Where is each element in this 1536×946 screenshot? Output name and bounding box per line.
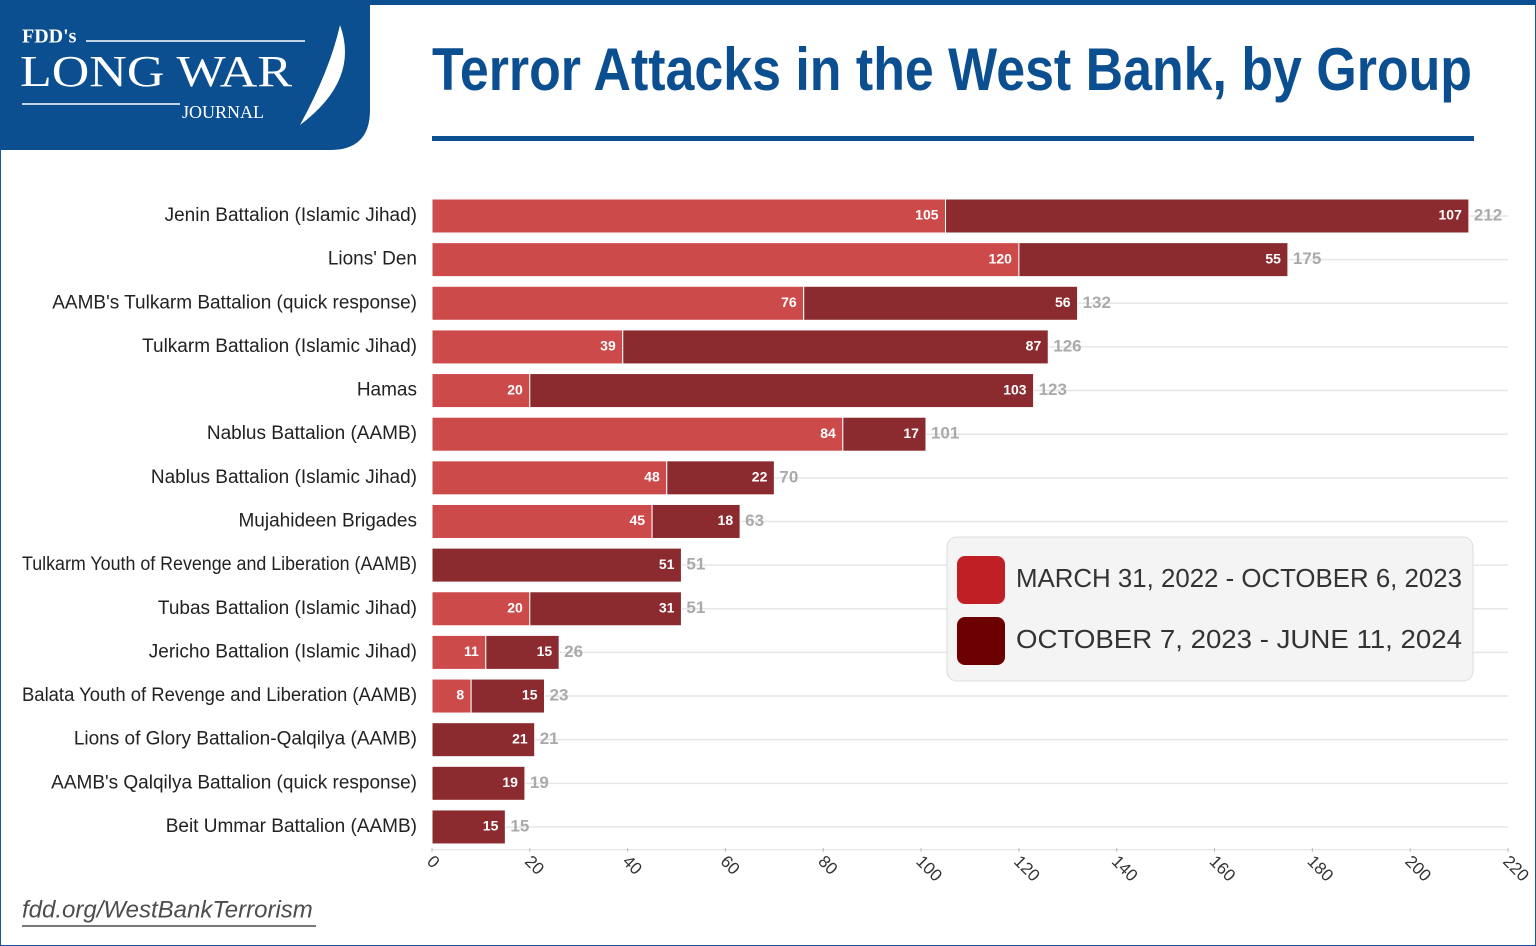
bar-segment bbox=[431, 198, 947, 234]
logo-top: FDD's bbox=[22, 26, 77, 48]
bar-segment bbox=[431, 285, 805, 321]
segment-label: 19 bbox=[502, 774, 518, 790]
logo-flame bbox=[300, 25, 345, 125]
total-label: 212 bbox=[1474, 205, 1502, 224]
total-label: 21 bbox=[540, 729, 559, 748]
bar-segment bbox=[485, 634, 560, 670]
total-label: 15 bbox=[510, 816, 529, 835]
segment-label: 8 bbox=[456, 687, 464, 703]
category-label: Nablus Battalion (AAMB) bbox=[207, 423, 417, 444]
total-label: 63 bbox=[745, 511, 764, 530]
top-bar bbox=[0, 0, 1536, 5]
bar-segment bbox=[431, 765, 526, 801]
category-label: AAMB's Tulkarm Battalion (quick response… bbox=[52, 292, 417, 313]
segment-label: 48 bbox=[644, 469, 660, 485]
category-label: Lions of Glory Battalion-Qalqilya (AAMB) bbox=[74, 729, 417, 750]
total-label: 26 bbox=[564, 642, 583, 661]
category-label: Nablus Battalion (Islamic Jihad) bbox=[151, 467, 417, 488]
bar-segment bbox=[622, 329, 1049, 365]
category-label: Jericho Battalion (Islamic Jihad) bbox=[149, 641, 417, 662]
segment-label: 18 bbox=[718, 512, 734, 528]
segment-label: 45 bbox=[630, 512, 646, 528]
bar-segment bbox=[842, 416, 927, 452]
total-label: 175 bbox=[1293, 249, 1321, 268]
bar-segment bbox=[431, 678, 472, 714]
logo-bg bbox=[0, 0, 370, 150]
legend-label: MARCH 31, 2022 - OCTOBER 6, 2023 bbox=[1016, 563, 1462, 593]
total-label: 126 bbox=[1053, 336, 1081, 355]
bar-segment bbox=[431, 722, 536, 758]
segment-label: 51 bbox=[659, 556, 675, 572]
total-label: 101 bbox=[931, 424, 959, 443]
total-label: 51 bbox=[686, 555, 705, 574]
segment-label: 120 bbox=[989, 250, 1013, 266]
segment-label: 15 bbox=[537, 643, 553, 659]
bar-segment bbox=[470, 678, 545, 714]
bar-segment bbox=[431, 460, 668, 496]
segment-label: 11 bbox=[464, 643, 479, 659]
legend: MARCH 31, 2022 - OCTOBER 6, 2023 OCTOBER … bbox=[946, 536, 1474, 682]
legend-swatch bbox=[957, 617, 1005, 665]
category-label: Tubas Battalion (Islamic Jihad) bbox=[158, 598, 417, 619]
bar-segment bbox=[666, 460, 775, 496]
category-label: Mujahideen Brigades bbox=[238, 510, 417, 531]
legend-label: OCTOBER 7, 2023 - JUNE 11, 2024 bbox=[1016, 624, 1462, 654]
total-label: 70 bbox=[779, 467, 798, 486]
logo-bottom: JOURNAL bbox=[182, 102, 264, 122]
total-label: 123 bbox=[1039, 380, 1067, 399]
bar-segment bbox=[803, 285, 1079, 321]
bar-segment bbox=[431, 373, 531, 409]
segment-label: 107 bbox=[1439, 207, 1463, 223]
segment-label: 87 bbox=[1026, 338, 1042, 354]
segment-label: 20 bbox=[507, 381, 523, 397]
bar-segment bbox=[1018, 242, 1289, 278]
bar-segment bbox=[529, 591, 682, 627]
category-label: Hamas bbox=[357, 380, 417, 401]
category-label: AAMB's Qalqilya Battalion (quick respons… bbox=[51, 772, 417, 793]
category-label: Tulkarm Battalion (Islamic Jihad) bbox=[142, 336, 417, 357]
title-rule bbox=[432, 136, 1474, 141]
bar-segment bbox=[651, 503, 741, 539]
total-label: 51 bbox=[686, 598, 705, 617]
bar-segment bbox=[431, 242, 1020, 278]
segment-label: 17 bbox=[903, 425, 919, 441]
segment-label: 31 bbox=[659, 599, 675, 615]
category-label: Lions' Den bbox=[328, 249, 417, 270]
category-label: Beit Ummar Battalion (AAMB) bbox=[166, 816, 417, 837]
total-label: 23 bbox=[549, 686, 568, 705]
category-label: Tulkarm Youth of Revenge and Liberation … bbox=[22, 554, 417, 575]
bar-segment bbox=[431, 416, 844, 452]
segment-label: 56 bbox=[1055, 294, 1071, 310]
bar-segment bbox=[431, 591, 531, 627]
bar-segment bbox=[431, 503, 653, 539]
logo-main: LONG WAR bbox=[20, 47, 293, 96]
category-label: Balata Youth of Revenge and Liberation (… bbox=[22, 685, 417, 706]
segment-label: 84 bbox=[820, 425, 836, 441]
category-label: Jenin Battalion (Islamic Jihad) bbox=[165, 205, 417, 226]
segment-label: 15 bbox=[483, 818, 499, 834]
segment-label: 20 bbox=[507, 599, 523, 615]
bar-segment bbox=[945, 198, 1470, 234]
bar-segment bbox=[431, 329, 624, 365]
segment-label: 105 bbox=[915, 207, 939, 223]
total-label: 132 bbox=[1083, 293, 1111, 312]
chart-title: Terror Attacks in the West Bank, by Grou… bbox=[432, 36, 1472, 103]
footer-url: fdd.org/WestBankTerrorism bbox=[22, 896, 313, 923]
legend-box bbox=[946, 536, 1474, 682]
segment-label: 22 bbox=[752, 469, 768, 485]
bar-segment bbox=[529, 373, 1035, 409]
segment-label: 103 bbox=[1003, 381, 1027, 397]
segment-label: 21 bbox=[512, 730, 528, 746]
legend-swatch bbox=[957, 556, 1005, 604]
segment-label: 15 bbox=[522, 687, 538, 703]
bar-segment bbox=[431, 809, 506, 845]
bar-segment bbox=[431, 547, 682, 583]
segment-label: 76 bbox=[781, 294, 797, 310]
segment-label: 39 bbox=[600, 338, 616, 354]
total-label: 19 bbox=[530, 773, 549, 792]
segment-label: 55 bbox=[1265, 250, 1281, 266]
